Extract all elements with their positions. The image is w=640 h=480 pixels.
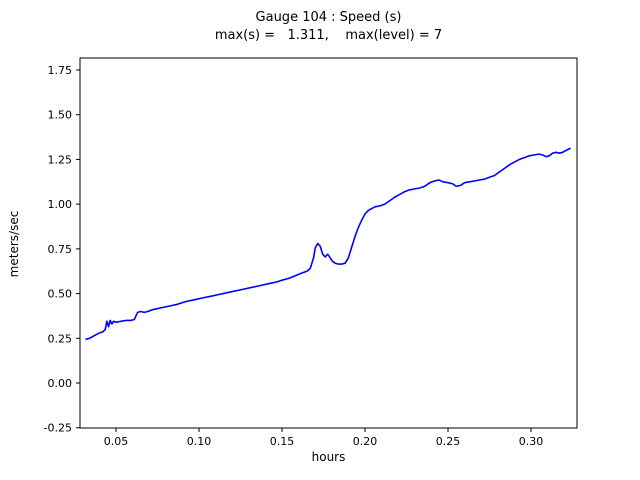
x-tick-label: 0.10	[187, 435, 212, 448]
series-line-s	[85, 147, 571, 341]
x-axis-label: hours	[311, 450, 346, 464]
x-tick-label: 0.15	[270, 435, 295, 448]
y-tick-label: 1.50	[48, 109, 73, 122]
x-tick-label: 0.25	[436, 435, 461, 448]
x-tick-label: 0.20	[353, 435, 378, 448]
y-tick-label: 0.50	[48, 288, 73, 301]
chart-subtitle: max(s) = 1.311, max(level) = 7	[214, 28, 443, 43]
y-tick-label: 1.25	[48, 153, 73, 166]
y-axis-label: meters/sec	[7, 210, 21, 278]
y-tick-label: 0.75	[48, 243, 73, 256]
y-tick-label: 0.00	[48, 377, 73, 390]
y-tick-label: 1.00	[48, 198, 73, 211]
y-tick-label: 0.25	[48, 332, 73, 345]
axes-frame	[79, 57, 578, 429]
y-tick-label: 1.75	[48, 64, 73, 77]
x-tick-label: 0.30	[519, 435, 544, 448]
x-tick-label: 0.05	[104, 435, 129, 448]
chart-title: Gauge 104 : Speed (s)	[255, 10, 402, 25]
y-tick-label: -0.25	[44, 422, 72, 435]
